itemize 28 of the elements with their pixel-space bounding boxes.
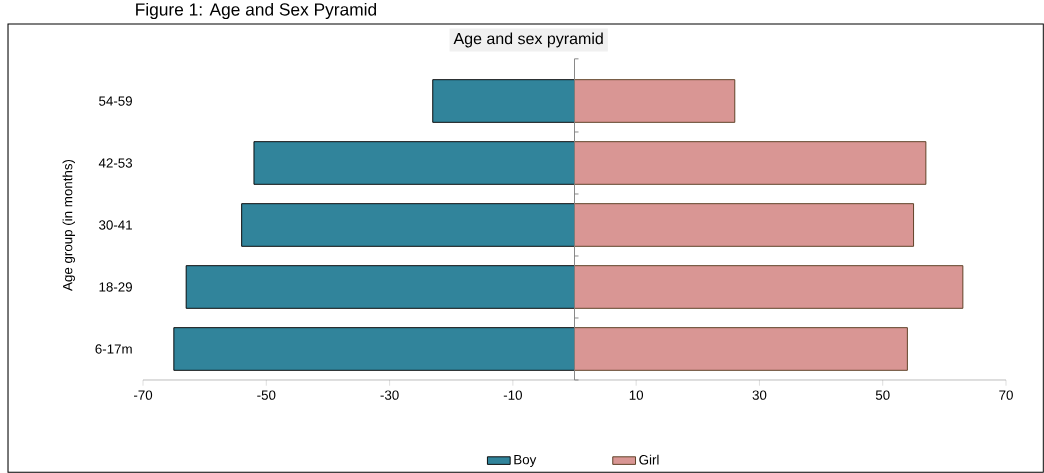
y-tick-label: 6-17m	[95, 344, 132, 354]
legend-label: Girl	[639, 454, 659, 465]
bar	[173, 327, 575, 371]
bar	[574, 203, 915, 247]
x-tick-label: 30	[752, 390, 767, 400]
y-axis-title: Age group (in months)	[62, 159, 75, 291]
bar	[253, 141, 575, 185]
bar	[574, 141, 927, 185]
x-tick-label: 10	[629, 390, 644, 400]
x-tick-label: 50	[875, 390, 890, 400]
x-tick-label: -30	[380, 390, 399, 400]
bar	[185, 265, 575, 309]
x-tick-label: 70	[999, 390, 1013, 400]
y-tick-label: 54-59	[99, 96, 132, 106]
bar	[574, 79, 736, 123]
x-tick-label: -10	[503, 390, 522, 400]
bar	[432, 79, 575, 123]
legend-label: Boy	[514, 454, 537, 467]
y-tick-label: 42-53	[98, 158, 133, 168]
y-tick-label: 30-41	[99, 220, 132, 230]
bar	[574, 327, 908, 371]
caption: Figure 1: Age and Sex Pyramid	[136, 2, 377, 20]
x-tick-label: -50	[257, 390, 276, 400]
bar	[574, 265, 964, 309]
y-tick-label: 18-29	[99, 282, 132, 292]
x-tick-label: -70	[133, 390, 153, 400]
chart-title: Age and sex pyramid	[453, 32, 603, 48]
bar	[241, 203, 575, 247]
